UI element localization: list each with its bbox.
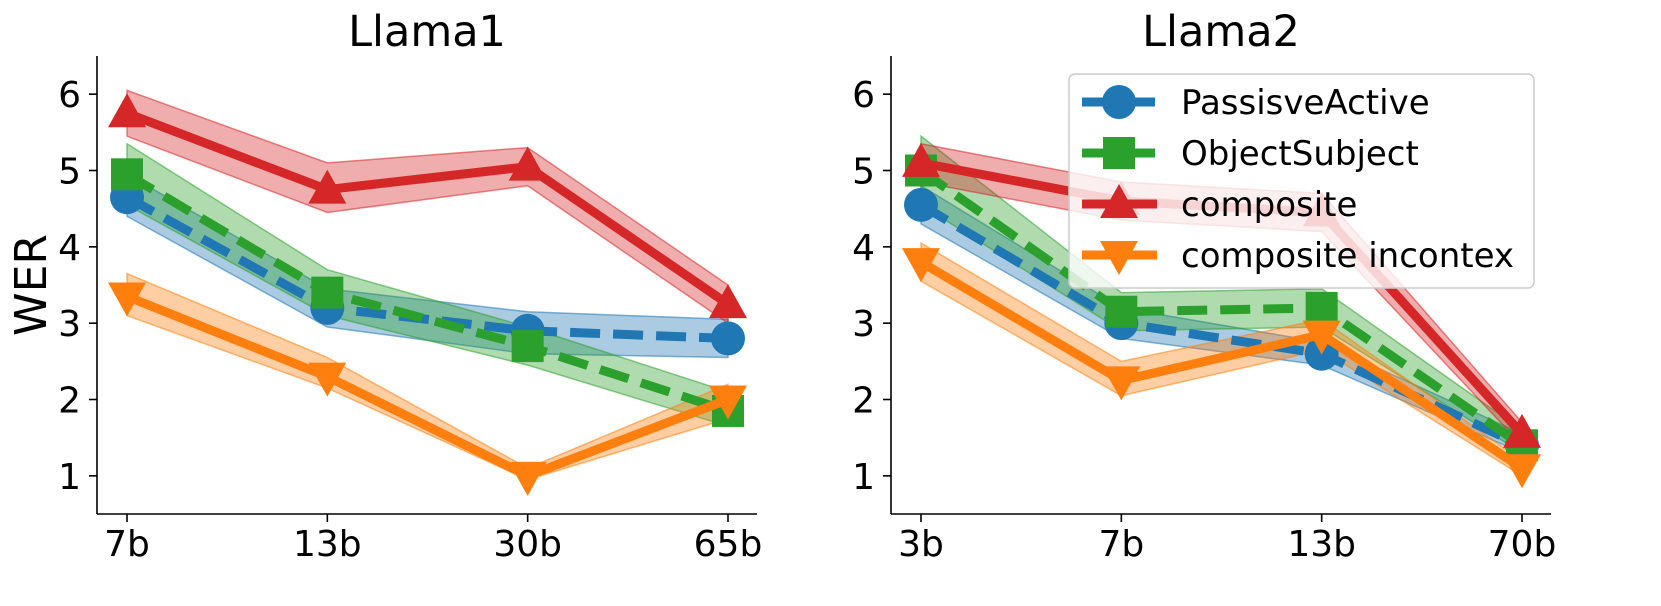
x-tick-label: 13b [1287,524,1356,565]
point-objectsubject-13b [311,276,344,309]
y-tick-label: 4 [852,228,875,269]
y-tick-label: 6 [852,75,875,116]
series-composite-incontex [902,248,1541,489]
legend-entry-passisveactive: PassisveActive [1082,83,1430,123]
x-tick-label: 7b [1098,524,1144,565]
x-tick-label: 70b [1488,524,1557,565]
point-composite-3b [902,142,940,177]
point-composite-65b [709,284,747,319]
legend-label: composite incontex [1181,236,1514,276]
line-objectsubject [124,170,730,416]
legend-entry-composite: composite [1082,184,1357,225]
y-tick-label: 5 [58,152,81,193]
point-composite-70b [1503,413,1541,448]
axes: 1 2 3 4 5 6 7b 13b 30b 65b [58,56,762,565]
point-composite-incontex-65b [709,385,747,420]
point-passisveactive-65b [711,321,745,356]
legend: PassisveActive ObjectSubject composite comp… [1068,73,1535,289]
point-passisveactive-3b [904,187,938,222]
point-objectsubject-13b [1305,291,1338,324]
line-composite [125,109,731,308]
point-composite-incontex-13b [308,362,347,397]
point-composite-incontex-3b [902,248,940,283]
legend-marker-composite-incontex [1100,241,1138,275]
point-composite-30b [508,146,547,181]
legend-label: composite [1181,185,1357,225]
y-tick-label: 2 [58,381,81,422]
chart-title: Llama2 [1142,7,1300,57]
y-tick-label: 3 [58,304,81,345]
line-passisveactive [124,193,729,343]
line-composite-incontex [125,292,730,481]
chart-title: Llama1 [348,7,506,57]
x-tick-label: 7b [104,524,150,565]
y-tick-label: 1 [58,457,81,498]
chart-panel-llama2: Llama2 1 2 3 4 5 6 3b 7b 13b 70b PassisveActive Obje… [852,7,1556,565]
point-composite-incontex-70b [1503,454,1541,489]
axes: 1 2 3 4 5 6 3b 7b 13b 70b [852,56,1556,565]
y-tick-label: 6 [58,75,81,116]
x-tick-label: 3b [898,524,944,565]
y-tick-label: 2 [852,381,875,422]
point-objectsubject-7b [1105,295,1138,328]
y-tick-label: 4 [58,228,81,269]
y-tick-label: 3 [852,304,875,345]
legend-entry-objectsubject: ObjectSubject [1082,134,1419,174]
line-objectsubject [918,166,1525,450]
chart-panel-llama1: Llama1 WER 1 2 3 4 5 6 7b 13b 30b 65b [6,7,762,565]
y-tick-label: 5 [852,152,875,193]
legend-label: PassisveActive [1181,83,1430,123]
legend-entry-composite-incontex: composite incontex [1082,236,1514,276]
legend-marker-composite [1100,184,1138,218]
y-tick-label: 1 [852,457,875,498]
line-composite-incontex [918,258,1525,472]
point-composite-incontex-13b [1302,320,1341,355]
legend-marker-objectsubject [1103,137,1135,169]
point-composite-7b [108,93,146,128]
point-objectsubject-30b [511,330,544,363]
x-tick-label: 30b [493,524,562,565]
legend-box [1068,73,1535,289]
point-composite-13b [308,169,347,204]
series-composite-incontex [108,282,747,496]
x-tick-label: 13b [293,524,362,565]
x-tick-label: 65b [694,524,763,565]
point-objectsubject-7b [111,158,143,191]
legend-marker-passisveactive [1102,85,1136,119]
legend-label: ObjectSubject [1181,134,1419,174]
series-composite [108,93,747,319]
y-axis-label: WER [6,234,57,336]
point-composite-incontex-7b [108,282,146,317]
point-composite-incontex-7b [1102,366,1141,401]
point-composite-incontex-30b [508,461,547,496]
